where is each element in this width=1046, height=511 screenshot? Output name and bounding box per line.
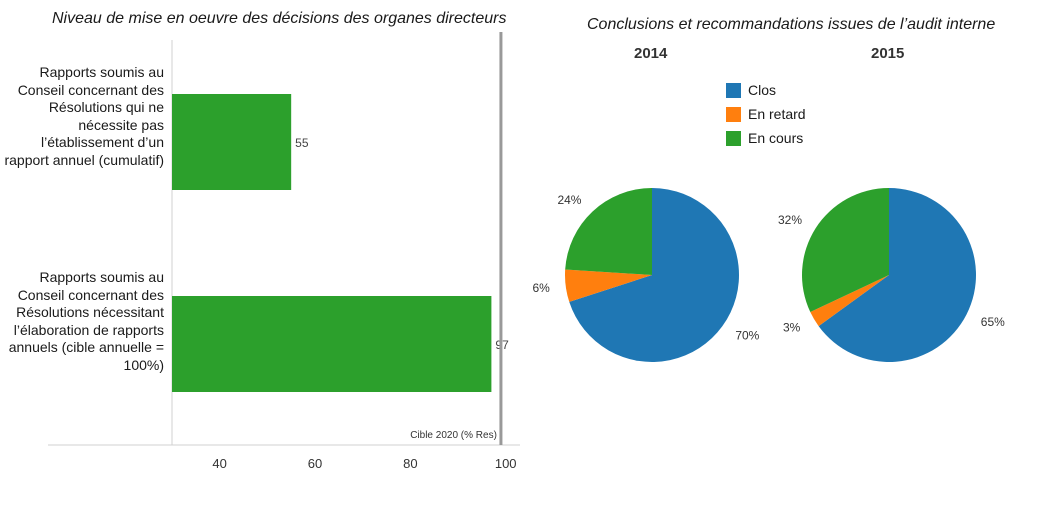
bar-category-label: Rapports soumis au Conseil concernant de… xyxy=(8,269,164,373)
pie-slice xyxy=(810,275,889,327)
x-tick-label: 60 xyxy=(308,456,322,471)
pie-slice-label: 6% xyxy=(532,281,550,295)
x-tick-label: 40 xyxy=(212,456,226,471)
pie-year-label: 2014 xyxy=(634,45,668,62)
bar xyxy=(172,296,492,392)
pie-slice xyxy=(565,269,652,302)
bar-value-label: 55 xyxy=(295,136,309,150)
pie-slice-label: 3% xyxy=(783,320,801,334)
bar xyxy=(172,94,292,190)
legend-swatch xyxy=(726,106,741,122)
bar-chart-title: Niveau de mise en oeuvre des décisions d… xyxy=(52,10,507,27)
x-tick-label: 80 xyxy=(403,456,417,471)
pie-slice-label: 32% xyxy=(778,213,802,227)
legend-swatch xyxy=(726,82,741,98)
legend-item-en-cours: En cours xyxy=(726,126,806,150)
bar-category-label: Rapports soumis au Conseil concernant de… xyxy=(4,64,164,168)
legend-item-en-retard: En retard xyxy=(726,102,806,126)
pie-legend: Clos En retard En cours xyxy=(726,78,806,150)
pie-slice-label: 65% xyxy=(981,315,1005,329)
pie-slice xyxy=(818,188,977,362)
legend-label: Clos xyxy=(748,82,777,98)
pie-year-label: 2015 xyxy=(871,45,905,62)
pie-slice xyxy=(801,188,889,313)
bar-chart: 4060801005597Cible 2020 (% Res) xyxy=(48,32,520,471)
pie-slice xyxy=(569,188,739,362)
legend-label: En retard xyxy=(748,106,806,122)
pie-slice xyxy=(565,188,652,275)
legend-label: En cours xyxy=(748,130,804,146)
target-line-label: Cible 2020 (% Res) xyxy=(410,430,497,441)
pie-slice-label: 24% xyxy=(557,193,581,207)
pie-chart-title: Conclusions et recommandations issues de… xyxy=(587,16,996,33)
x-tick-label: 100 xyxy=(495,456,517,471)
pie-slice-label: 70% xyxy=(735,329,759,343)
legend-swatch xyxy=(726,130,741,146)
legend-item-clos: Clos xyxy=(726,78,806,102)
